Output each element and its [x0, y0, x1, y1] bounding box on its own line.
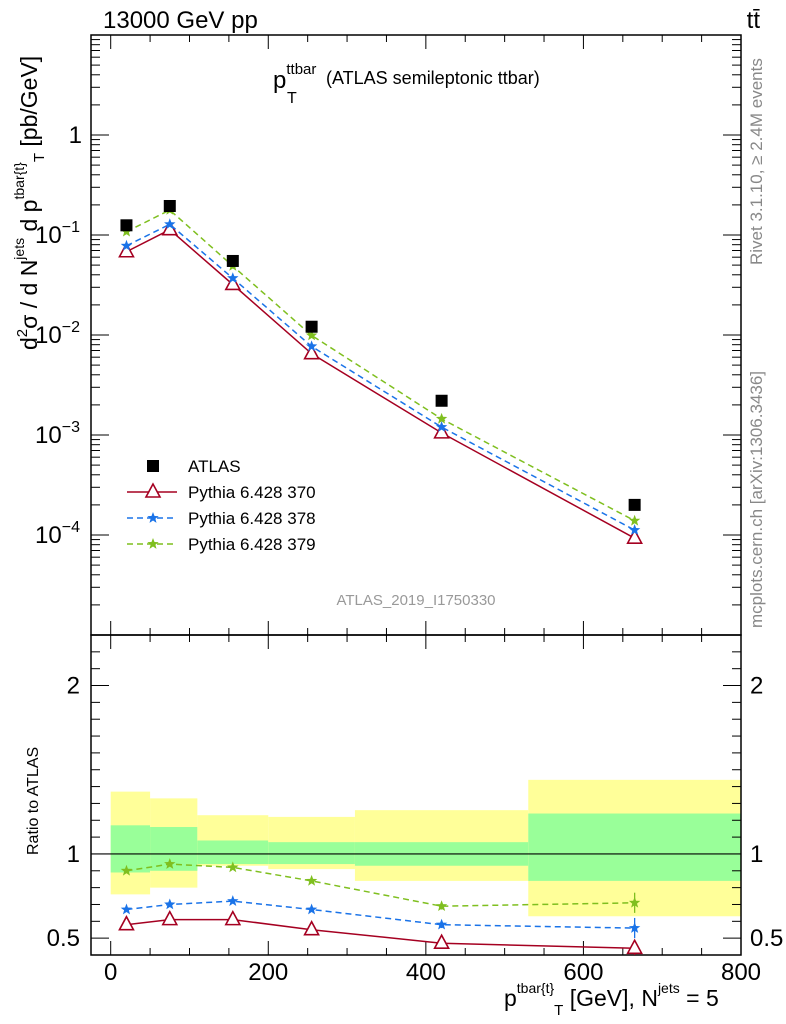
ratio-point-p370	[161, 909, 179, 926]
y-tick-label-ratio-right: 0.5	[750, 925, 783, 952]
ratio-uncertainty-bands	[110, 779, 741, 917]
ratio-point-p379	[628, 896, 641, 908]
y-tick-label-ratio-left: 1	[67, 841, 80, 868]
plot-title-sub: T	[287, 90, 297, 107]
mcplots-label: mcplots.cern.ch [arXiv:1306.3436]	[747, 371, 766, 628]
ratio-point-p378	[164, 898, 176, 910]
data-point-p379	[435, 412, 448, 424]
data-point-p378	[628, 524, 641, 535]
legend-label-p378: Pythia 6.428 378	[188, 509, 316, 528]
band-inner-3	[268, 842, 355, 865]
ratio-point-p379	[305, 874, 318, 886]
y-tick-label-main: 10−4	[35, 519, 80, 549]
plot-title-main: p	[273, 67, 286, 94]
process-label: tt̄	[747, 7, 761, 34]
data-point-atlas	[120, 219, 133, 232]
band-inner-2	[197, 840, 269, 865]
y-tick-label-main: 1	[69, 122, 82, 149]
data-point-atlas	[305, 320, 318, 333]
ratio-point-p378	[120, 903, 133, 915]
y-tick-label-main: 10−1	[35, 219, 80, 249]
ratio-point-p378	[435, 918, 448, 930]
legend: ATLAS Pythia 6.428 370 Pythia 6.428 378 Pyt…	[127, 457, 316, 554]
axis-ticks	[91, 34, 742, 955]
y-tick-label-main: 10−3	[35, 419, 80, 449]
ratio-series-layer	[118, 858, 643, 955]
ratio-point-p379	[435, 900, 448, 911]
x-axis-label: ptbar{t}T [GeV], Njets = 5	[504, 980, 719, 1019]
data-point-p370	[303, 344, 320, 360]
main-series-layer	[118, 199, 643, 544]
data-point-p370	[433, 423, 450, 439]
series-line-p370	[126, 228, 635, 539]
data-point-p378	[435, 421, 448, 432]
x-tick-label: 800	[721, 959, 761, 986]
y-tick-label-ratio-left: 2	[67, 673, 80, 700]
data-point-p378	[227, 272, 239, 283]
data-point-atlas	[628, 498, 641, 511]
data-point-p378	[164, 218, 176, 230]
band-inner-0	[110, 825, 151, 873]
axis-tick-labels: 0 200 400 600 800 10−4 10−3 10−2 10−1 1 0.5 0.5 1 1 2 2	[35, 122, 783, 986]
data-point-p378	[120, 239, 133, 251]
legend-marker-p378	[147, 512, 159, 523]
legend-label-p370: Pythia 6.428 370	[188, 483, 316, 502]
legend-marker-p379	[147, 538, 159, 549]
ratio-point-p378	[305, 903, 318, 915]
data-point-p378	[305, 340, 318, 352]
data-point-atlas	[226, 254, 239, 267]
ratio-point-p370	[626, 938, 643, 955]
band-inner-5	[528, 813, 741, 881]
series-line-p379	[126, 209, 635, 522]
y-tick-label-ratio-right: 1	[750, 841, 763, 868]
ratio-point-p370	[433, 933, 450, 950]
ratio-panel-frame	[90, 634, 742, 956]
x-tick-label: 0	[104, 959, 117, 986]
ratio-point-p379	[227, 861, 239, 873]
energy-label: 13000 GeV pp	[103, 7, 258, 34]
plot-title-rest: (ATLAS semileptonic ttbar)	[326, 68, 540, 88]
legend-marker-atlas	[147, 460, 159, 472]
ratio-line-p370	[126, 918, 635, 950]
plot-title-sup: ttbar	[286, 61, 316, 78]
legend-label-atlas: ATLAS	[188, 457, 241, 476]
series-line-p378	[126, 223, 635, 531]
ratio-point-p379	[164, 858, 176, 869]
data-point-atlas	[163, 199, 176, 212]
data-point-p379	[628, 514, 641, 526]
rivet-label: Rivet 3.1.10, ≥ 2.4M events	[747, 58, 766, 265]
data-point-p379	[305, 329, 318, 341]
analysis-label: ATLAS_2019_I1750330	[336, 592, 495, 609]
legend-label-p379: Pythia 6.428 379	[188, 535, 316, 554]
data-point-p370	[626, 528, 643, 544]
y-tick-label-main: 10−2	[35, 319, 80, 349]
band-inner-1	[150, 827, 198, 871]
ratio-point-p370	[118, 914, 135, 931]
plot-title: pttbar	[273, 61, 316, 94]
ratio-y-axis-label: Ratio to ATLAS	[25, 747, 42, 855]
x-tick-label: 600	[563, 959, 603, 986]
ratio-point-p378	[227, 895, 239, 906]
ratio-point-p379	[120, 864, 133, 876]
main-y-axis-label: d2σ / d Njets d ptbar{t}T [pb/GeV]	[11, 56, 48, 350]
ratio-line-p379	[126, 863, 635, 907]
data-point-atlas	[435, 394, 448, 407]
y-tick-label-ratio-right: 2	[750, 673, 763, 700]
ratio-point-p370	[224, 909, 242, 926]
y-tick-label-ratio-left: 0.5	[47, 925, 80, 952]
ratio-point-p378	[628, 922, 641, 933]
x-tick-label: 400	[406, 959, 446, 986]
legend-marker-p370	[144, 482, 162, 498]
data-point-p370	[118, 242, 135, 258]
x-tick-label: 200	[248, 959, 288, 986]
ratio-point-p370	[303, 920, 320, 936]
